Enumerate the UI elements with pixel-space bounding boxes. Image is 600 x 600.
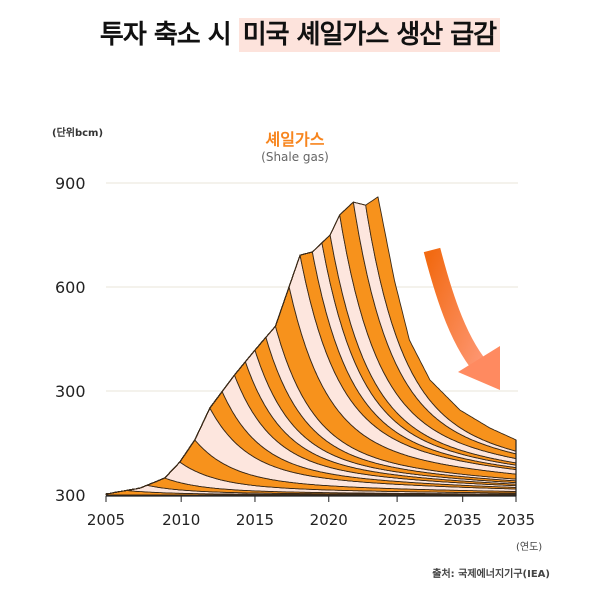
title-highlight: 미국 셰일가스 생산 급감: [238, 18, 501, 52]
y-tick-label: 300: [55, 382, 86, 401]
x-tick-label: 2025: [378, 511, 416, 529]
x-tick-label: 2035: [444, 511, 482, 529]
x-tick-label: 2005: [87, 511, 125, 529]
source-note: 출처: 국제에너지기구(IEA): [432, 569, 550, 580]
y-tick-label: 300: [55, 486, 86, 505]
x-tick-label: 2020: [310, 511, 348, 529]
y-tick-label: 600: [55, 278, 86, 297]
x-tick-label: 2035: [497, 511, 535, 529]
title-plain: 투자 축소 시: [99, 20, 232, 50]
y-axis-unit: (단위bcm): [52, 128, 104, 139]
x-tick-label: 2015: [236, 511, 274, 529]
chart-title: 투자 축소 시 미국 셰일가스 생산 급감: [0, 14, 600, 52]
series-sublabel: (Shale gas): [261, 150, 329, 164]
y-tick-label: 900: [55, 174, 86, 193]
x-tick-label: 2010: [162, 511, 200, 529]
down-trend-arrow: [423, 247, 500, 390]
arrow-shaft: [423, 247, 492, 378]
x-axis-unit: (연도): [516, 542, 543, 553]
arrow-head: [458, 346, 500, 390]
series-label: 셰일가스: [265, 130, 325, 149]
